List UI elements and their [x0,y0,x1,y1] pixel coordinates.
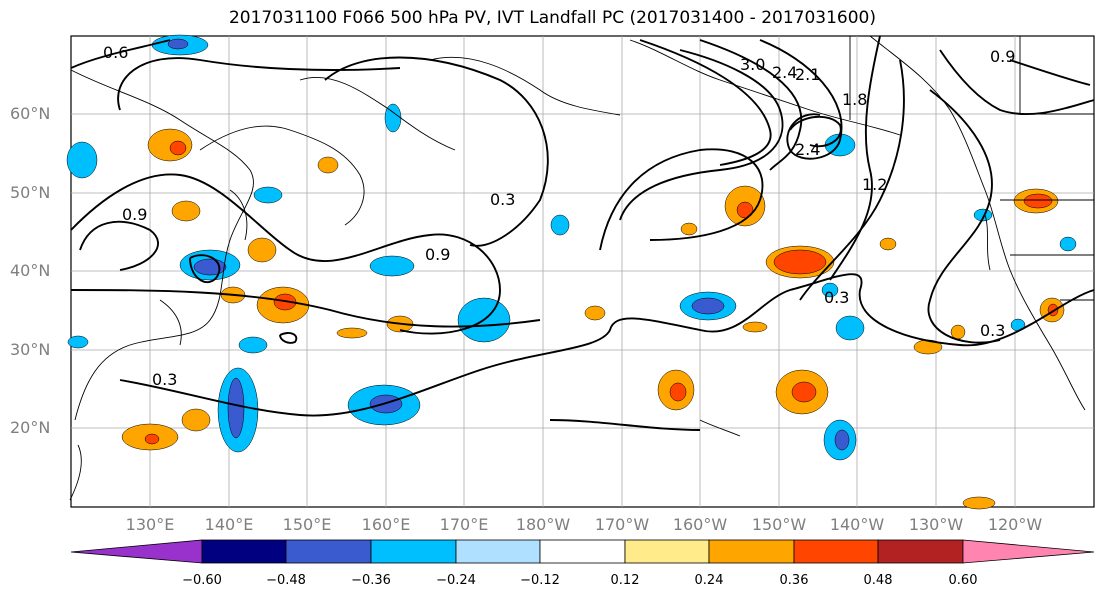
contour-label: 0.6 [103,43,128,62]
contour-label: 0.3 [824,288,849,307]
colorbar-seg-8 [793,539,879,564]
colorbar-seg-9 [877,539,964,564]
lon-label: 140°E [204,515,254,534]
shade-pos [181,408,211,432]
shade-pos [1023,193,1053,209]
contour-label: 2.4 [772,63,797,82]
lat-label: 30°N [10,340,51,359]
map-title: 2017031100 F066 500 hPa PV, IVT Landfall… [228,8,876,28]
lon-label: 150°W [751,515,807,534]
lon-label: 150°E [282,515,332,534]
colorbar-seg-3 [370,539,457,564]
shade-neg [167,38,189,50]
contour-label: 1.2 [862,175,887,194]
colorbar-tick: 0.48 [863,573,893,588]
colorbar-tick: 0.12 [610,573,640,588]
shade-neg [691,297,725,315]
colorbar-tick: −0.48 [266,573,306,588]
lat-label: 40°N [10,261,51,280]
lon-label: 160°E [361,515,411,534]
shade-pos [247,237,277,263]
shade-pos [336,327,368,339]
colorbar-tick: −0.36 [351,573,391,588]
colorbar-tick: −0.60 [182,573,222,588]
shade-pos [742,321,768,333]
lat-label: 50°N [10,183,51,202]
shade-pos [962,496,996,510]
shade-neg [821,282,839,298]
shade-neg [973,208,993,222]
lon-label: 160°W [672,515,728,534]
shade-pos [584,305,606,321]
shade-neg [834,429,850,451]
contour-label: 0.9 [990,47,1015,66]
lat-label: 60°N [10,104,51,123]
contour-label: 0.3 [152,370,177,389]
colorbar-seg-5 [539,539,626,564]
contour-labels: 0.6 0.3 0.9 3.0 2.4 2.1 1.8 1.2 0.9 0.3 … [103,43,1015,389]
lon-label: 180°W [515,515,571,534]
lat-label: 20°N [10,418,51,437]
colorbar-seg-1 [201,539,287,564]
shade-neg [193,258,227,276]
shade-pos [171,200,201,222]
pv-shading [66,34,1077,510]
contour-label: 3.0 [740,55,765,74]
shade-neg [67,335,89,349]
shade-pos [950,324,966,340]
shade-pos [773,249,827,275]
colorbar-tick: −0.24 [436,573,476,588]
colorbar-tick: 0.24 [694,573,724,588]
contour-label: 0.9 [425,245,450,264]
shade-pos [317,156,339,174]
colorbar-seg-2 [285,539,372,564]
colorbar-tick: 0.36 [779,573,809,588]
colorbar-tick: −0.12 [520,573,560,588]
shade-pos [680,222,698,236]
shade-pos [736,201,754,219]
shade-pos [169,140,187,156]
shade-neg [1059,236,1077,252]
shade-pos [144,433,160,445]
lon-label: 130°E [125,515,175,534]
shade-neg [253,186,283,204]
contour-label: 2.1 [795,65,820,84]
colorbar-seg-4 [455,539,541,564]
contour-label: 0.3 [980,321,1005,340]
contour-label: 2.4 [795,140,820,159]
contour-label: 0.9 [122,205,147,224]
shade-neg [238,336,268,354]
lon-label: 120°W [987,515,1043,534]
contour-label: 1.8 [842,90,867,109]
shade-neg [369,255,415,277]
contour-label: 0.3 [490,190,515,209]
shade-pos [791,381,817,403]
lon-label: 140°W [829,515,885,534]
colorbar-tick: 0.60 [948,573,978,588]
lon-label: 170°E [439,515,489,534]
shade-pos [879,237,897,251]
lon-label: 130°W [908,515,964,534]
colorbar-seg-6 [624,539,710,564]
pv-contours [70,35,1095,431]
shade-neg [66,141,98,179]
colorbar-seg-0 [70,539,203,564]
shade-neg [550,214,570,236]
lon-label: 170°W [594,515,650,534]
shade-neg [835,315,865,341]
colorbar-seg-10 [962,539,1095,564]
shade-pos [669,382,687,402]
colorbar-seg-7 [708,539,795,564]
shade-neg [227,377,245,439]
colorbar [70,539,1095,564]
